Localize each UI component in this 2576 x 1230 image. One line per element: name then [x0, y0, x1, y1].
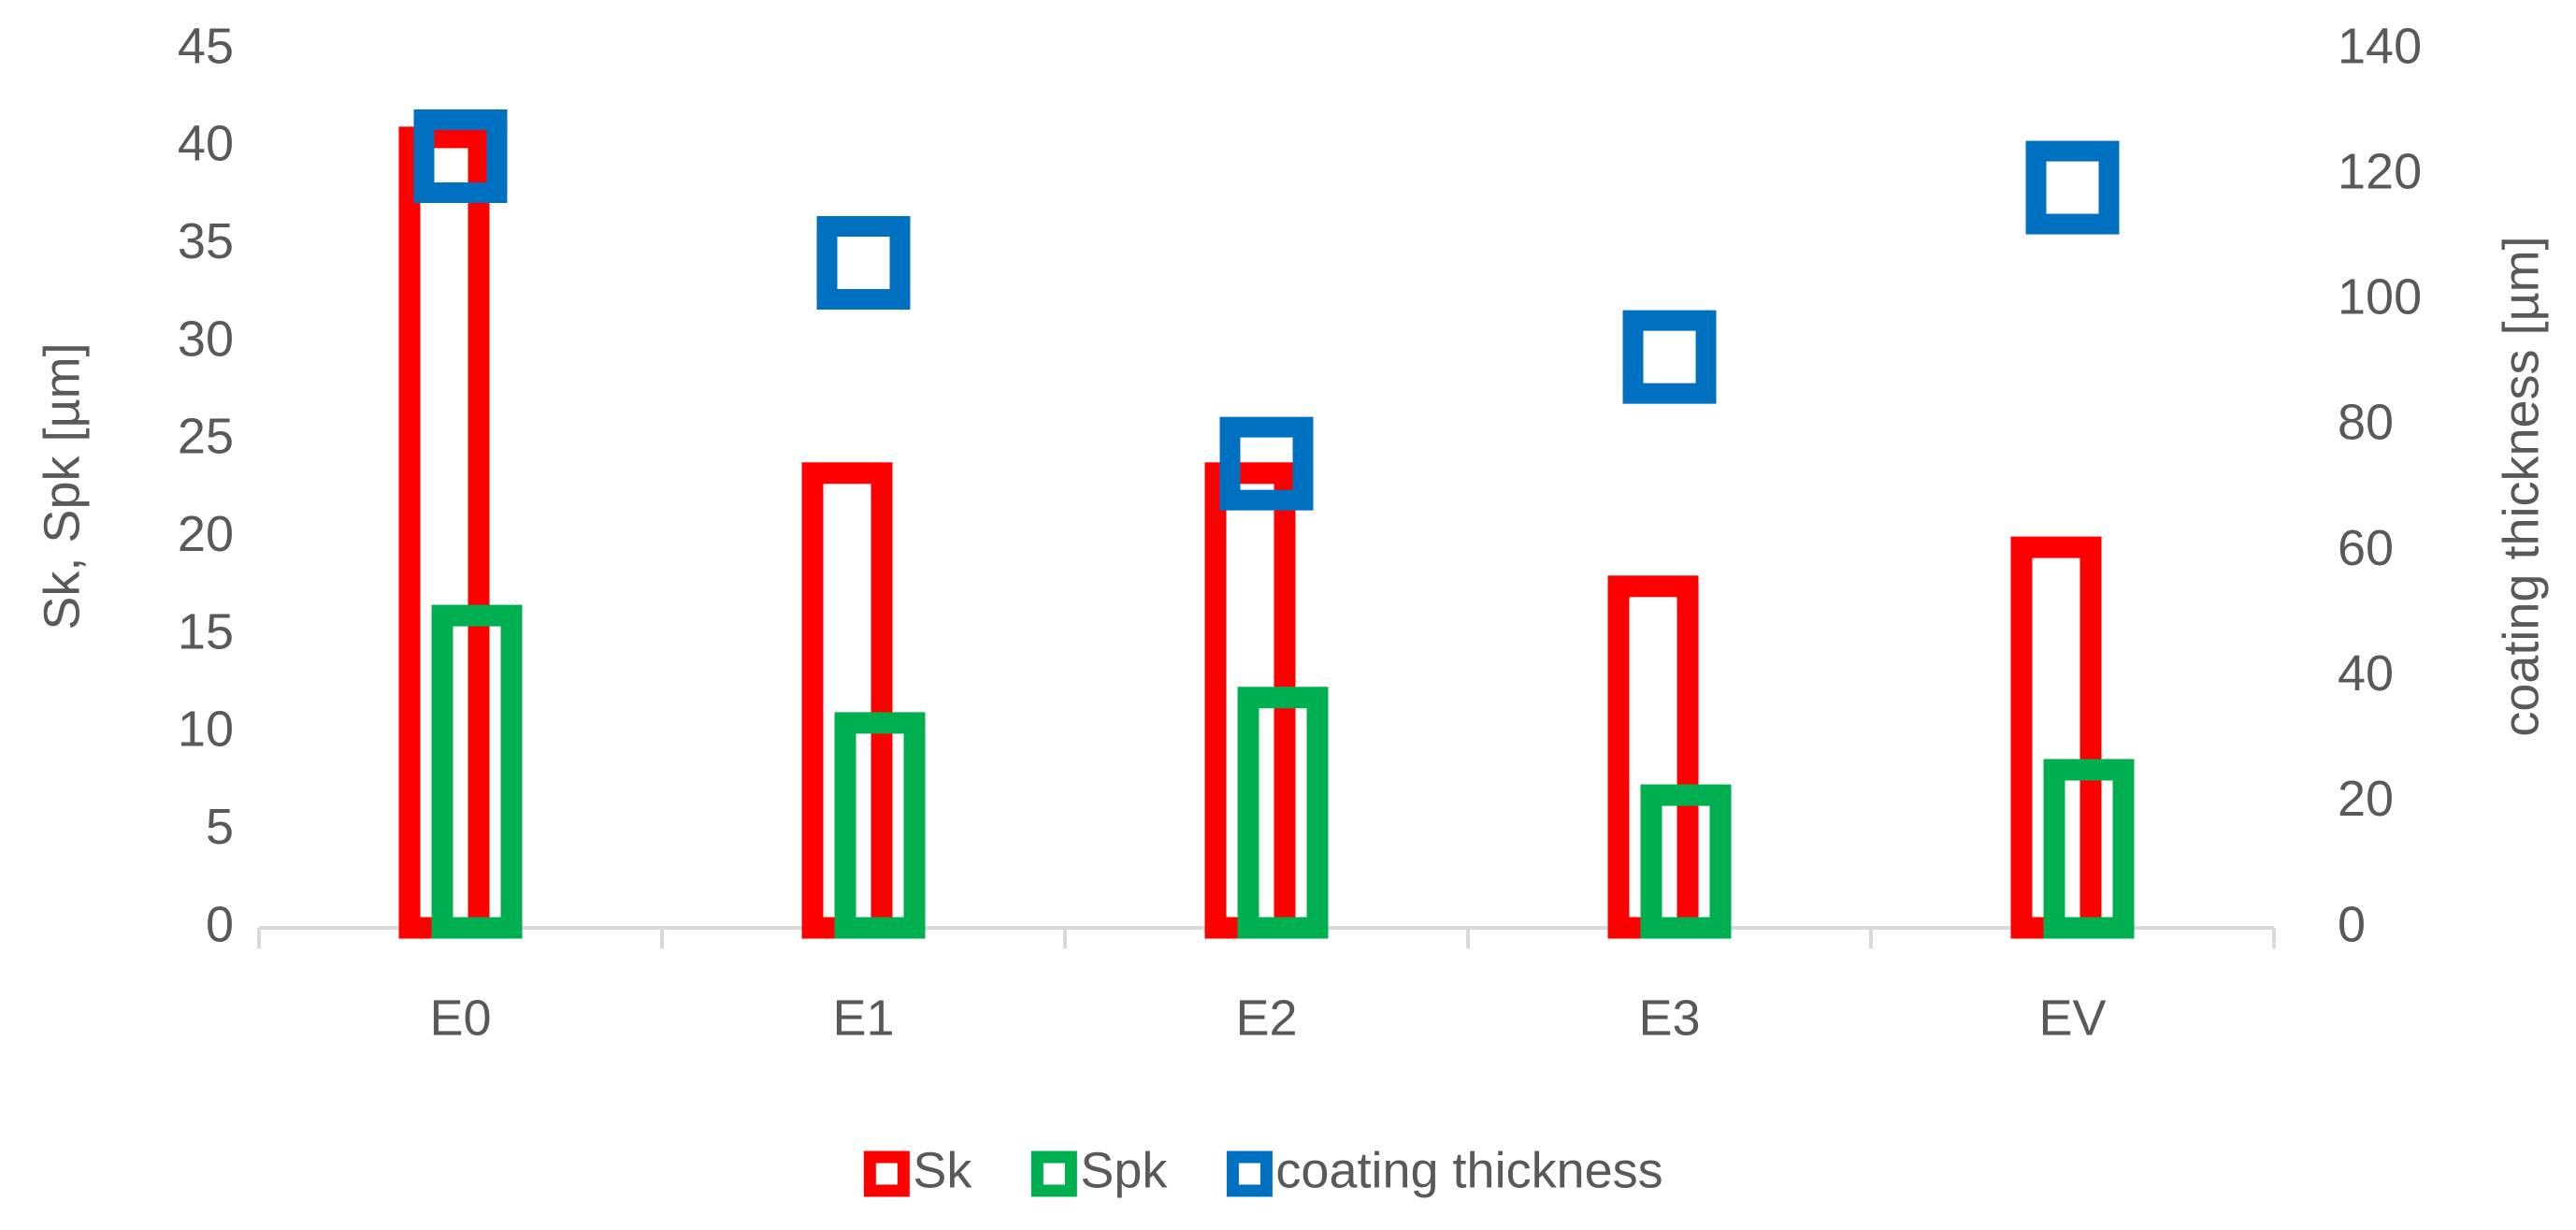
y2-tick-label: 0: [2338, 896, 2366, 952]
y2-tick-label: 60: [2338, 520, 2394, 576]
y-tick-label: 5: [206, 799, 234, 855]
y2-tick-label: 20: [2338, 771, 2394, 827]
legend-label: Sk: [913, 1142, 972, 1198]
y-tick-label: 25: [178, 409, 234, 465]
marker: [1219, 416, 1314, 511]
y2-tick-label: 80: [2338, 395, 2394, 451]
marker: [413, 109, 508, 204]
y-axis-title: Sk, Spk [µm]: [34, 342, 90, 629]
bar: [1640, 784, 1732, 939]
marker: [816, 216, 911, 311]
y2-tick-label: 120: [2338, 143, 2422, 199]
bar: [834, 712, 926, 939]
y-tick-label: 30: [178, 311, 234, 367]
marker: [2025, 140, 2120, 235]
legend-marker: [863, 1150, 910, 1197]
y-tick-label: 40: [178, 116, 234, 172]
bar: [431, 604, 523, 939]
y-tick-label: 0: [206, 896, 234, 952]
marker: [1622, 310, 1717, 404]
y-tick-label: 35: [178, 213, 234, 269]
bar: [2043, 759, 2135, 939]
y2-tick-label: 40: [2338, 645, 2394, 702]
legend-label: Spk: [1080, 1142, 1168, 1198]
y2-axis-title: coating thickness [µm]: [2493, 236, 2549, 736]
y-tick-label: 45: [178, 18, 234, 74]
x-tick-label: E0: [429, 990, 491, 1046]
x-tick-label: E1: [832, 990, 894, 1046]
y-tick-label: 15: [178, 603, 234, 659]
legend-label: coating thickness: [1275, 1142, 1662, 1198]
y-tick-label: 20: [178, 506, 234, 562]
y2-tick-label: 140: [2338, 18, 2422, 74]
bar: [1237, 687, 1329, 939]
y-tick-label: 10: [178, 702, 234, 758]
y2-tick-label: 100: [2338, 269, 2422, 326]
x-tick-label: EV: [2038, 990, 2106, 1046]
legend-marker: [1030, 1150, 1077, 1197]
x-tick-label: E2: [1235, 990, 1297, 1046]
legend-marker: [1226, 1150, 1273, 1197]
x-tick-label: E3: [1638, 990, 1700, 1046]
